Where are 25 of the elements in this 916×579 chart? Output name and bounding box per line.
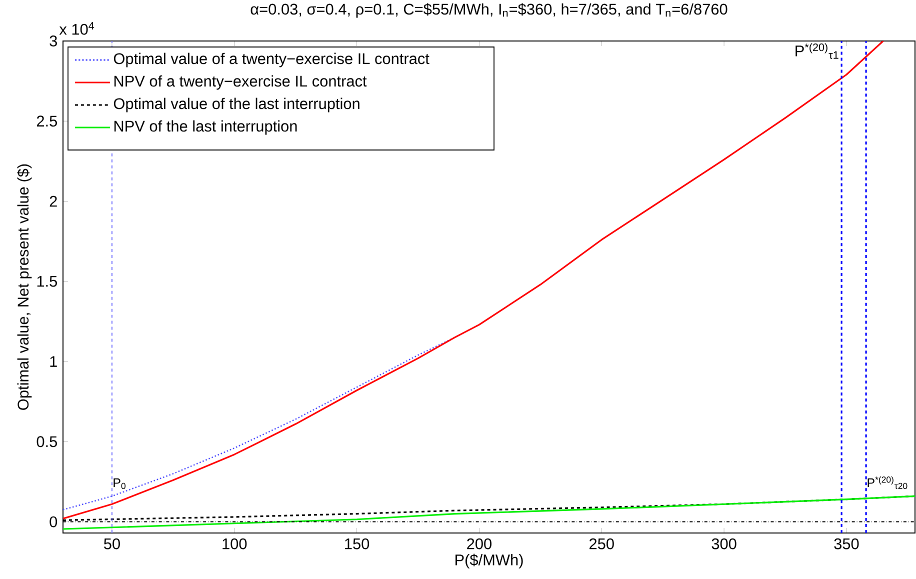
y-tick-label: 0.5 (36, 436, 58, 448)
x-tick-label: 150 (345, 538, 370, 550)
y-tick-label: 3 (50, 36, 57, 46)
legend-label: Optimal value of the last interruption (114, 98, 360, 112)
y-tick-label: 2 (50, 196, 57, 207)
legend-label: Optimal value of a twenty−exercise IL contract (114, 52, 430, 68)
y-tick-label: 2.5 (36, 116, 58, 127)
x-tick-label: 300 (712, 538, 736, 550)
x-tick-label: 100 (222, 538, 247, 550)
text: x 10$^{4}$ (59, 22, 94, 35)
x-tick-label: 250 (590, 538, 614, 550)
ref-line-label: P$^{*(20)}$τ20 (868, 476, 908, 490)
legend-label: NPV of a twenty−exercise IL contract (114, 75, 367, 90)
ref-line-label: P$^{*(20)}$τ1 (796, 43, 838, 59)
y-tick-label: 1 (50, 356, 57, 367)
ref-line-label: P$_{0}$ (114, 478, 126, 490)
x-tick-label: 50 (104, 538, 120, 550)
x-axis-title: P($/MWh) (456, 554, 523, 568)
y-tick-label: 1.5 (37, 276, 58, 287)
x-tick-label: 350 (834, 538, 859, 550)
y-tick-label: 0 (50, 516, 58, 528)
y-axis-title: Optimal value, Net present value ($) (17, 164, 32, 410)
chart-title: α=0.03, σ=0.4, ρ=0.1, C=$55/MWh, I$_{n}$=$360, h=7/365, and T$_{n}$=6/8760 (250, 3, 728, 18)
x-tick-label: 200 (467, 538, 492, 550)
legend-label: NPV of the last interruption (114, 120, 297, 135)
